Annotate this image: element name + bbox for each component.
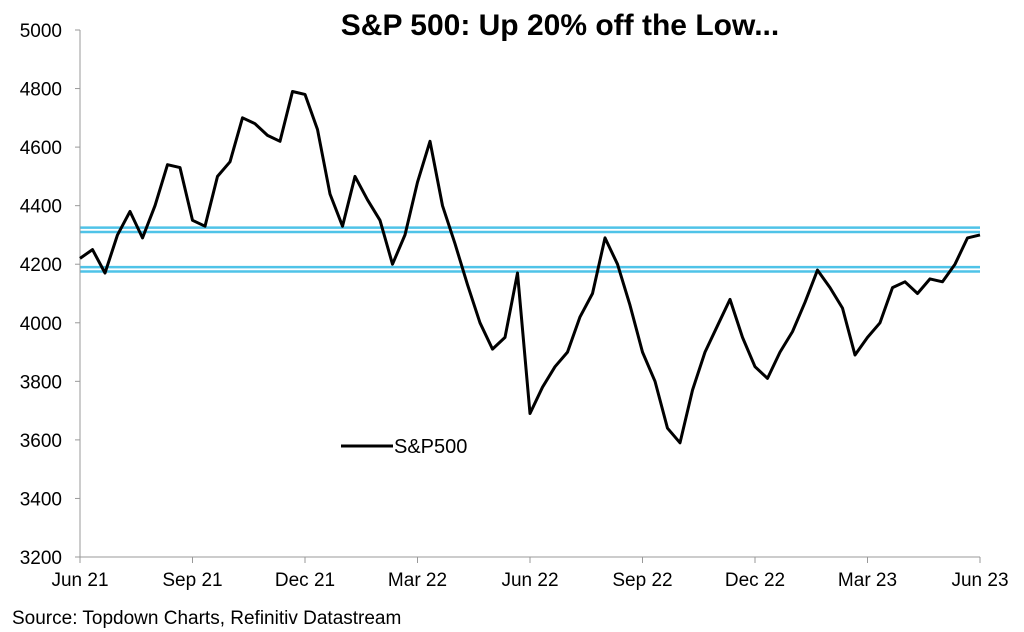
series-layer [79,90,981,445]
x-tick-label: Sep 21 [162,570,222,591]
y-axis-ticks: 3200 3400 3600 3800 4000 4200 4400 4600 4800 5000 [20,21,80,569]
x-tick-label: Jun 22 [501,570,558,591]
x-tick-label: Jun 21 [51,570,108,591]
series-line-sp500 [79,90,981,445]
x-tick-label: Jun 23 [951,570,1008,591]
x-axis-ticks: Jun 21 Sep 21 Dec 21 Mar 22 Jun 22 Sep 22 Dec … [51,557,1009,591]
x-tick-label: Dec 21 [275,570,335,591]
x-tick-label: Sep 22 [612,570,672,591]
y-tick-label: 4200 [20,255,62,276]
y-tick-label: 3200 [20,548,62,569]
axes [79,30,980,558]
y-tick-label: 5000 [20,21,62,42]
y-tick-label: 4800 [20,80,62,101]
x-tick-label: Mar 22 [388,570,447,591]
legend: S&P500 [341,436,467,458]
reference-bands [80,226,980,273]
y-tick-label: 3400 [20,489,62,510]
y-tick-label: 4000 [20,314,62,335]
y-tick-label: 4400 [20,197,62,218]
chart-title: S&P 500: Up 20% off the Low... [341,9,779,42]
legend-label: S&P500 [394,436,467,458]
y-tick-label: 4600 [20,138,62,159]
x-tick-label: Dec 22 [725,570,785,591]
x-tick-label: Mar 23 [838,570,897,591]
y-tick-label: 3600 [20,431,62,452]
source-note: Source: Topdown Charts, Refinitiv Datast… [12,608,401,629]
y-tick-label: 3800 [20,372,62,393]
